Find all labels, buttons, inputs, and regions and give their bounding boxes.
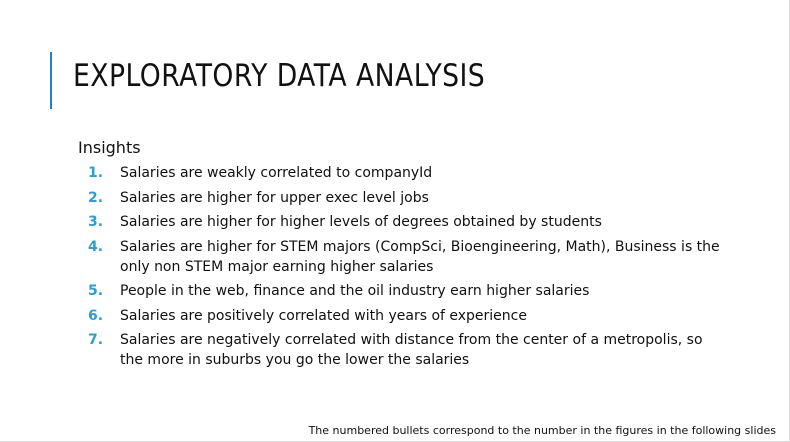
title-accent-bar xyxy=(50,52,52,109)
bullet-number: 2. xyxy=(88,189,104,206)
insight-item-4: 4. Salaries are higher for STEM majors (… xyxy=(82,237,722,277)
bullet-number: 4. xyxy=(88,238,104,255)
insight-text: People in the web, finance and the oil i… xyxy=(120,283,590,299)
insight-item-1: 1. Salaries are weakly correlated to com… xyxy=(82,163,722,183)
insight-text: Salaries are weakly correlated to compan… xyxy=(120,165,433,181)
bullet-number: 1. xyxy=(88,165,104,181)
slide-title: EXPLORATORY DATA ANALYSIS xyxy=(73,58,486,94)
insight-item-6: 6. Salaries are positively correlated wi… xyxy=(82,306,722,326)
footnote: The numbered bullets correspond to the n… xyxy=(308,424,776,437)
insight-item-7: 7. Salaries are negatively correlated wi… xyxy=(82,330,722,370)
bullet-number: 5. xyxy=(88,283,104,299)
insights-list: 1. Salaries are weakly correlated to com… xyxy=(82,163,722,375)
bullet-number: 7. xyxy=(88,332,104,348)
bullet-number: 6. xyxy=(88,307,104,324)
insight-text: Salaries are higher for upper exec level… xyxy=(120,189,429,206)
insights-heading: Insights xyxy=(78,138,141,157)
insight-item-5: 5. People in the web, finance and the oi… xyxy=(82,281,722,301)
insight-text: Salaries are higher for higher levels of… xyxy=(120,214,602,230)
insight-item-2: 2. Salaries are higher for upper exec le… xyxy=(82,188,722,208)
insight-text: Salaries are positively correlated with … xyxy=(120,307,527,324)
insight-text: Salaries are higher for STEM majors (Com… xyxy=(120,238,720,275)
insight-item-3: 3. Salaries are higher for higher levels… xyxy=(82,212,722,232)
insight-text: Salaries are negatively correlated with … xyxy=(120,332,703,368)
bullet-number: 3. xyxy=(88,214,104,230)
